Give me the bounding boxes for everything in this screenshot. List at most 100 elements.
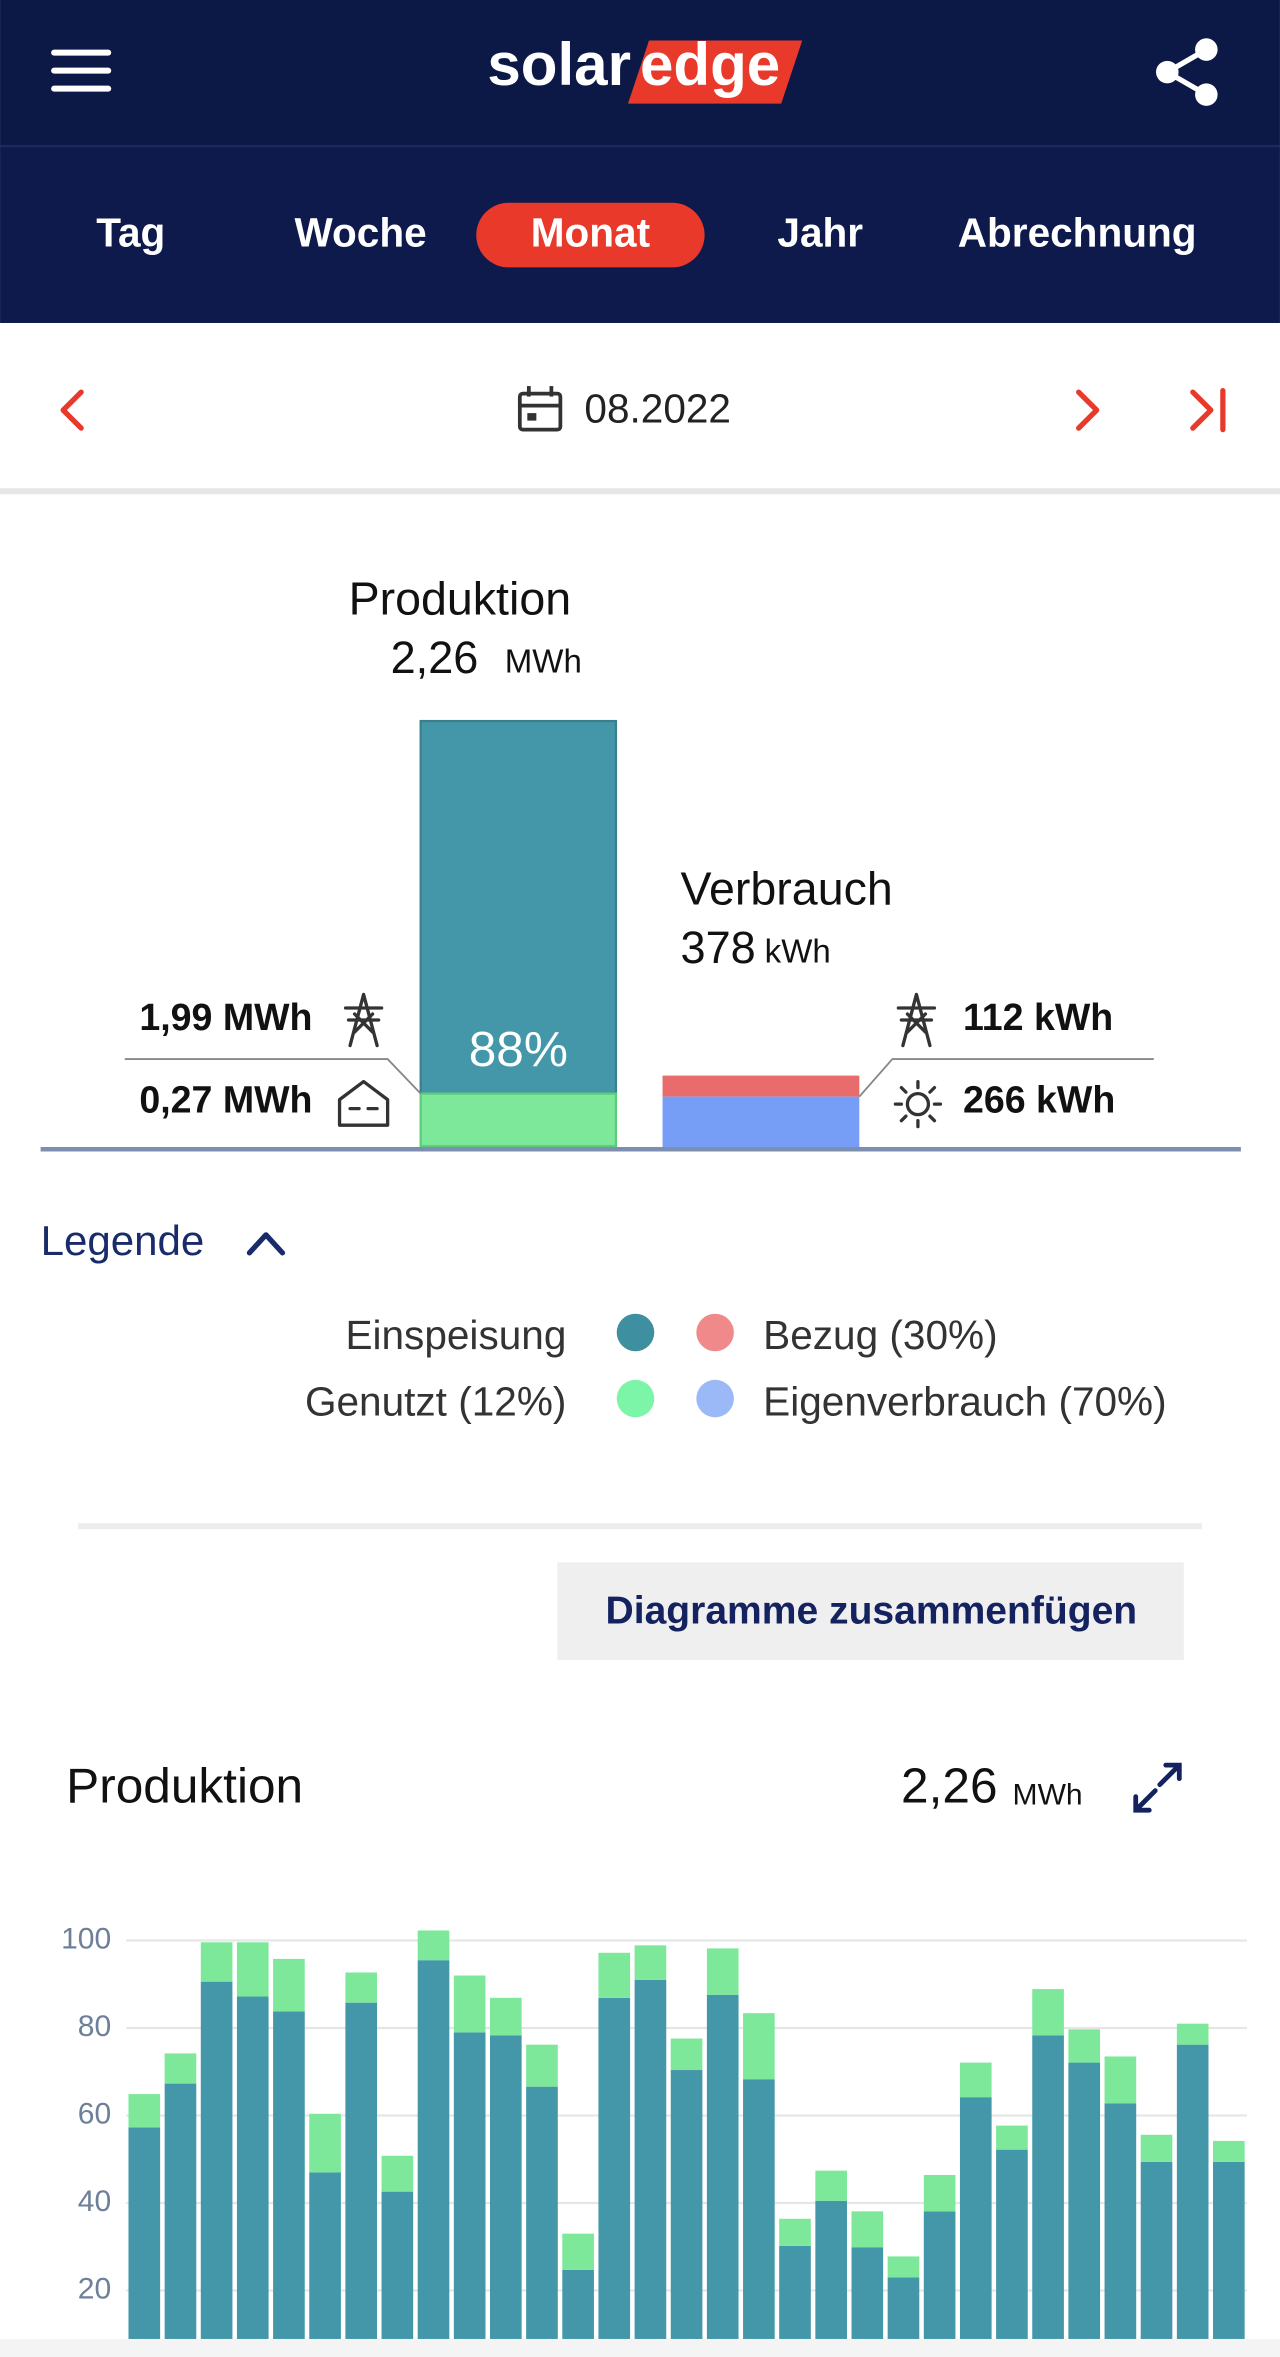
legend-label: Bezug (30%) (763, 1312, 997, 1358)
bar-segment (526, 2044, 558, 2087)
bar-segment (815, 2170, 847, 2201)
pylon-icon (343, 992, 384, 1048)
bar-segment (743, 2013, 775, 2080)
last-button[interactable] (1190, 387, 1226, 433)
bar-segment (851, 2247, 884, 2357)
consumption-title: Verbrauch (681, 863, 893, 915)
bar-segment (236, 1942, 269, 1997)
bar-segment (381, 2155, 414, 2192)
legend-toggle[interactable]: Legende (41, 1217, 205, 1264)
legend-label: Einspeisung (345, 1312, 566, 1358)
prev-button[interactable] (60, 389, 84, 431)
bar-segment (1176, 2044, 1209, 2357)
bar-segment (670, 2038, 703, 2071)
bar-segment (453, 1975, 486, 2033)
bar-segment (706, 1948, 739, 1995)
leader-line (124, 1058, 422, 1095)
legend-swatch (616, 1379, 655, 1418)
production-unit: MWh (505, 644, 582, 681)
bar-segment (996, 2125, 1028, 2150)
bar-segment (923, 2211, 956, 2357)
tabs: Tag Woche Monat Jahr Abrechnung (96, 202, 1197, 268)
y-tick-label: 60 (78, 2097, 111, 2130)
bar-segment (562, 2233, 594, 2270)
bar-segment (1032, 1989, 1064, 2036)
bar-segment (128, 2094, 161, 2128)
bar-segment (200, 1942, 233, 1982)
bar-segment (959, 2062, 992, 2098)
divider (78, 1523, 1202, 1530)
bar-segment (489, 1997, 522, 2036)
bar-segment (779, 2245, 811, 2357)
merge-button-label[interactable]: Diagramme zusammenfügen (606, 1590, 1138, 1633)
tab[interactable]: Jahr (777, 210, 863, 256)
tab[interactable]: Woche (294, 210, 426, 256)
next-button[interactable] (1076, 389, 1100, 431)
house-icon (337, 1079, 390, 1127)
grid-label: 112 kWh (963, 996, 1113, 1038)
y-tick-label: 80 (78, 2010, 111, 2043)
bar-segment (634, 1979, 667, 2357)
bar-segment (634, 1945, 667, 1980)
tab[interactable]: Abrechnung (958, 210, 1197, 256)
bar-segment (743, 2079, 775, 2357)
bar-segment (923, 2175, 956, 2212)
active-tab[interactable] (476, 202, 705, 268)
bar-segment (309, 2172, 341, 2357)
bar-segment (598, 1952, 631, 1998)
chart: 20 40 60 80 100 (61, 1922, 1247, 2357)
share-button[interactable] (1156, 38, 1218, 106)
bar-segment (1104, 2103, 1137, 2357)
bar-segment (598, 1997, 631, 2357)
production-title: Produktion (349, 573, 572, 625)
tab[interactable]: Tag (96, 210, 165, 256)
bar-segment (1140, 2134, 1173, 2162)
chart-title: Produktion (66, 1757, 303, 1813)
chevron-up[interactable] (246, 1232, 286, 1256)
bar-segment (236, 1996, 269, 2357)
tab[interactable]: Monat (531, 210, 650, 256)
bar-segment (670, 2070, 703, 2357)
bar-segment (164, 2083, 197, 2357)
bar-segment (489, 2035, 522, 2357)
sun-icon (893, 1079, 943, 1129)
bar-segment (1068, 2062, 1101, 2357)
bar-segment (1213, 2161, 1245, 2357)
logo-text: edge (640, 31, 780, 98)
bar-segment (453, 2032, 486, 2357)
legend-label: Eigenverbrauch (70%) (763, 1378, 1166, 1424)
bar-segment (273, 2011, 305, 2357)
date-label[interactable]: 08.2022 (584, 385, 731, 431)
chart-total-unit: MWh (1013, 1779, 1083, 1812)
bar-segment (1032, 2035, 1064, 2357)
bar-segment (164, 2053, 197, 2084)
consumption-value: 378 (681, 922, 756, 973)
legend-swatch (696, 1379, 734, 1418)
bar-segment (1140, 2161, 1173, 2357)
logo-text: solar (487, 31, 631, 98)
menu-button[interactable] (51, 49, 112, 92)
bar-segment (345, 1972, 378, 2003)
expand-button[interactable] (1133, 1762, 1182, 1813)
production-value: 2,26 (391, 632, 479, 683)
legend-swatch (616, 1313, 655, 1352)
solar-label: 266 kWh (963, 1079, 1115, 1121)
legend-label: Genutzt (12%) (305, 1378, 566, 1424)
merge-button[interactable] (557, 1562, 1184, 1660)
grid-bar (662, 1075, 860, 1097)
export-bar (419, 719, 618, 1095)
bar-segment (273, 1958, 305, 2012)
leader-line (858, 1058, 1154, 1098)
bar-segment (417, 1930, 450, 1961)
bar-segment (1068, 2029, 1101, 2063)
bar-segment (996, 2149, 1028, 2357)
bar-segment (381, 2191, 414, 2357)
pylon-icon (896, 992, 937, 1048)
bar-segment (1213, 2140, 1245, 2162)
divider (0, 488, 1280, 495)
bottom-edge (0, 2338, 1280, 2357)
bar-segment (417, 1960, 450, 2357)
self-used-bar (419, 1092, 618, 1148)
